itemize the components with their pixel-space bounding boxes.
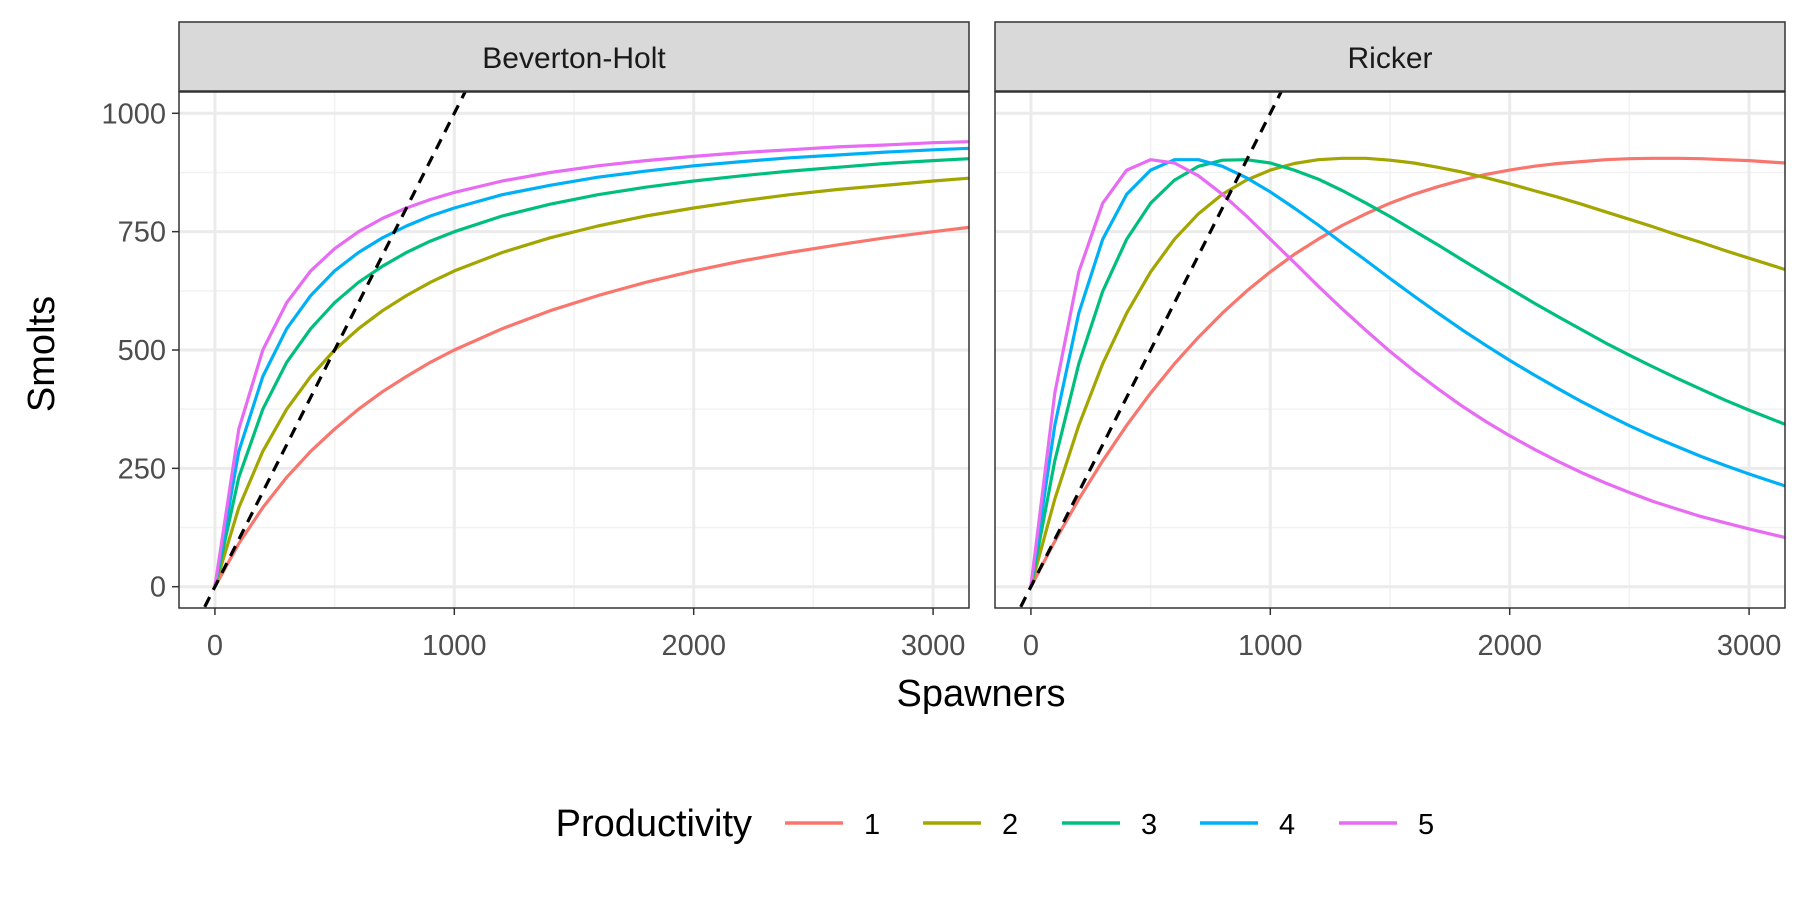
- y-tick-label: 750: [118, 217, 166, 249]
- replacement-line: [202, 92, 467, 608]
- y-tick-label: 500: [118, 335, 166, 367]
- legend-item-5: 5: [1339, 809, 1434, 841]
- x-axis-title: Spawners: [897, 673, 1066, 715]
- series-line-2: [1029, 156, 1785, 588]
- replacement-line: [1018, 92, 1283, 608]
- panel-beverton-holt: Beverton-Holt 0 1000 2000 3000 0 250 500 750 1000: [101, 21, 970, 662]
- legend-item-2: 2: [923, 809, 1018, 841]
- series-line-1: [213, 225, 969, 588]
- legend-label: 5: [1418, 809, 1434, 841]
- strip-background: [178, 21, 970, 92]
- legend-label: 1: [864, 809, 880, 841]
- x-tick-label: 1000: [1238, 630, 1303, 662]
- series-line-5: [1029, 158, 1785, 587]
- legend-label: 2: [1002, 809, 1018, 841]
- y-axis-title: Smolts: [21, 296, 63, 412]
- y-tick-label: 0: [150, 572, 166, 604]
- series-line-5: [213, 140, 969, 587]
- x-tick-label: 2000: [1477, 630, 1542, 662]
- y-tick-label: 250: [118, 453, 166, 485]
- legend-title: Productivity: [556, 803, 752, 845]
- x-tick-label: 0: [1023, 630, 1039, 662]
- panel-ricker: Ricker 0 1000 2000 3000: [994, 21, 1786, 662]
- legend: Productivity 1 2 3 4 5: [556, 803, 1435, 845]
- series-line-1: [1029, 156, 1785, 588]
- series-lines: [202, 92, 969, 608]
- x-tick-label: 3000: [901, 630, 966, 662]
- panel-border: [994, 91, 1786, 609]
- legend-label: 3: [1141, 809, 1157, 841]
- x-tick-label: 2000: [661, 630, 726, 662]
- strip-label: Ricker: [1347, 42, 1432, 75]
- strip-background: [994, 21, 1786, 92]
- series-line-3: [1029, 158, 1785, 587]
- facet-panels: Beverton-Holt 0 1000 2000 3000 0 250 500 750 1000…: [101, 21, 1786, 662]
- series-line-4: [213, 146, 969, 587]
- series-line-4: [1029, 158, 1785, 587]
- x-tick-label: 0: [207, 630, 223, 662]
- x-tick-label: 3000: [1717, 630, 1782, 662]
- legend-item-3: 3: [1062, 809, 1157, 841]
- y-tick-label: 1000: [101, 98, 166, 130]
- legend-label: 4: [1279, 809, 1295, 841]
- series-lines: [1018, 92, 1785, 608]
- legend-item-4: 4: [1200, 809, 1295, 841]
- strip-label: Beverton-Holt: [482, 42, 666, 75]
- series-line-2: [213, 176, 969, 588]
- legend-item-1: 1: [785, 809, 880, 841]
- series-line-3: [213, 157, 969, 588]
- x-tick-label: 1000: [422, 630, 487, 662]
